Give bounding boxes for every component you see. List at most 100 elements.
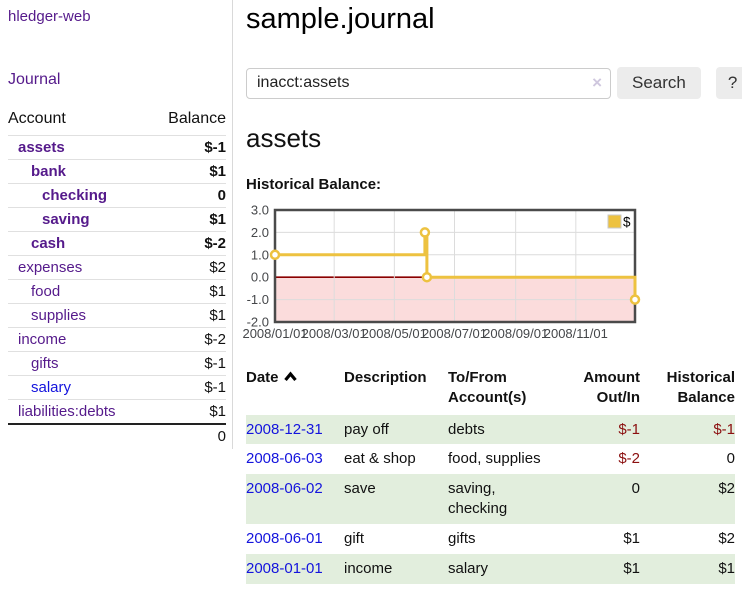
accounts-header-row: Account Balance [8, 108, 226, 136]
transaction-date-link[interactable]: 2008-12-31 [246, 420, 323, 438]
account-row: assets $-1 [8, 135, 226, 160]
legend-label: $ [623, 215, 631, 230]
y-axis-tick-label: -2.0 [247, 315, 269, 330]
transaction-row: 2008-06-01 gift gifts $1 $2 [246, 524, 735, 554]
account-name-cell: cash [8, 231, 150, 256]
account-heading: assets [246, 123, 322, 153]
sidebar: hledger-web Journal Account Balance asse… [0, 0, 233, 449]
accounts-total-spacer [8, 423, 150, 449]
register-header-amount: Amount Out/In [583, 369, 640, 407]
y-axis-tick-label: 1.0 [251, 247, 269, 262]
balance-chart: 3.0 2.0 1.0 0.0 -1.0 -2.0 2008/01/01 2008/03/01… [242, 202, 742, 346]
transaction-date-link[interactable]: 2008-06-02 [246, 480, 323, 498]
transaction-accounts: saving, checking [448, 480, 508, 518]
account-balance: $1 [149, 279, 226, 304]
account-name-cell: supplies [8, 303, 150, 328]
transaction-balance: $2 [718, 530, 735, 548]
account-link-supplies[interactable]: supplies [31, 307, 87, 324]
data-point-marker [629, 294, 641, 305]
search-button[interactable]: Search [617, 67, 701, 99]
account-row: food $1 [8, 279, 226, 304]
account-balance: $-1 [149, 375, 226, 400]
account-balance: $1 [149, 303, 226, 328]
account-balance: $-2 [149, 327, 226, 352]
legend-swatch-icon [607, 214, 622, 229]
y-axis-tick-label: 0.0 [251, 270, 269, 285]
transaction-date-link[interactable]: 2008-06-03 [246, 450, 323, 468]
transaction-amount: 0 [631, 480, 640, 498]
register-header-accounts: To/From Account(s) [448, 369, 527, 407]
page-title: sample.journal [246, 3, 435, 35]
data-point-marker [269, 249, 281, 261]
data-point-marker [419, 227, 431, 238]
transaction-amount: $1 [623, 560, 640, 578]
account-row: salary $-1 [8, 375, 226, 400]
account-row: checking 0 [8, 183, 226, 208]
account-link-assets[interactable]: assets [18, 139, 65, 156]
account-name-cell: expenses [8, 255, 150, 280]
account-link-checking[interactable]: checking [42, 187, 108, 204]
account-link-bank[interactable]: bank [31, 163, 67, 180]
account-link-cash[interactable]: cash [31, 235, 66, 252]
chart-title: Historical Balance: [246, 176, 382, 193]
account-name-cell: income [8, 327, 150, 352]
account-row: supplies $1 [8, 303, 226, 328]
transaction-balance: $1 [718, 560, 735, 578]
data-point-marker [421, 271, 433, 283]
chart-canvas: 3.0 2.0 1.0 0.0 -1.0 -2.02008/01/012008/03/01… [242, 203, 641, 341]
nav-journal: Journal [8, 71, 226, 89]
account-row: cash $-2 [8, 231, 226, 256]
account-row: saving $1 [8, 207, 226, 232]
account-link-income[interactable]: income [18, 331, 67, 348]
register-header-date[interactable]: Date [246, 365, 344, 415]
journal-nav-link[interactable]: Journal [8, 71, 61, 88]
account-name-cell: saving [8, 207, 150, 232]
transaction-row: 2008-01-01 income salary $1 $1 [246, 554, 735, 585]
account-link-salary[interactable]: salary [31, 379, 72, 396]
transaction-description: income [344, 560, 393, 578]
account-name-cell: salary [8, 375, 150, 400]
x-axis-tick-label: 2008/03/01 [302, 326, 367, 341]
account-link-liabilities-debts[interactable]: liabilities:debts [18, 403, 116, 420]
clear-search-icon[interactable]: × [592, 72, 602, 92]
transaction-accounts: debts [448, 420, 485, 438]
help-button[interactable]: ? [715, 67, 742, 99]
app-title-link[interactable]: hledger-web [8, 8, 91, 25]
transaction-date-cell: 2008-06-02 [246, 474, 344, 524]
transaction-accounts: food, supplies [448, 450, 541, 468]
account-balance: $-1 [149, 135, 226, 160]
account-link-food[interactable]: food [31, 283, 61, 300]
account-row: income $-2 [8, 327, 226, 352]
transaction-date-link[interactable]: 2008-06-01 [246, 530, 323, 548]
transaction-date-link[interactable]: 2008-01-01 [246, 560, 323, 578]
accounts-table: Account Balance assets $-1 bank $1 checking 0… [8, 108, 226, 449]
y-axis-tick-label: 2.0 [251, 225, 269, 240]
accounts-header-account: Account [8, 110, 66, 127]
account-name-cell: liabilities:debts [8, 399, 150, 424]
y-axis-tick-label: -1.0 [247, 292, 269, 307]
register-header-row: Date Description To/From Account(s) Amou… [246, 365, 735, 415]
x-axis-tick-label: 2008/05/01 [362, 326, 427, 341]
x-axis-tick-label: 2008/07/01 [422, 326, 487, 341]
transaction-description: eat & shop [344, 450, 416, 468]
account-row: bank $1 [8, 159, 226, 184]
accounts-header-balance: Balance [168, 110, 226, 127]
transaction-accounts: salary [448, 560, 489, 578]
transaction-description: save [344, 480, 376, 498]
account-name-cell: bank [8, 159, 150, 184]
account-link-gifts[interactable]: gifts [31, 355, 59, 372]
app-title: hledger-web [8, 8, 226, 25]
account-balance: $2 [149, 255, 226, 280]
transaction-description: pay off [344, 420, 389, 438]
account-name-cell: assets [8, 135, 150, 160]
search-input[interactable] [246, 67, 611, 99]
account-row: gifts $-1 [8, 351, 226, 376]
account-name-cell: checking [8, 183, 150, 208]
main-content: sample.journal × Search ? assets Histori… [233, 0, 742, 596]
account-link-expenses[interactable]: expenses [18, 259, 83, 276]
account-balance: $1 [149, 399, 226, 424]
transaction-date-cell: 2008-06-03 [246, 444, 344, 474]
account-link-saving[interactable]: saving [42, 211, 90, 228]
transaction-date-cell: 2008-01-01 [246, 554, 344, 584]
transaction-row: 2008-12-31 pay off debts $-1 $-1 [246, 414, 735, 445]
